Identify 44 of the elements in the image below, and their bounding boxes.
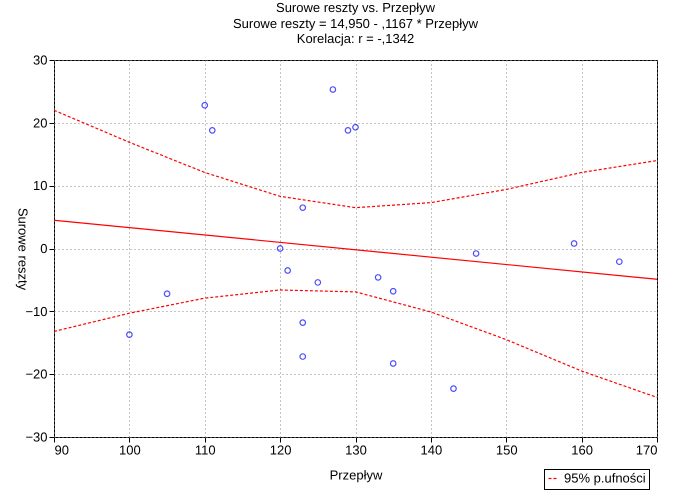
x-tick-label: 130 [345,442,367,458]
point [299,319,306,326]
point [374,274,382,281]
point [330,86,336,93]
line-series [54,110,657,208]
point [450,385,457,392]
y-tick-label: 30 [33,52,48,68]
y-tick-label: −10 [25,304,48,319]
y-tick-label: 20 [33,115,48,130]
point [472,250,480,257]
point [390,288,397,295]
point [284,267,291,274]
point [299,204,306,211]
chart-subtitle: Surowe reszty = 14,950 - ,1167 * Przepływ [232,16,479,31]
x-tick-label: 170 [636,442,658,458]
y-tick-label: 0 [40,241,48,256]
point [616,258,623,266]
point [352,124,359,131]
point [390,360,397,367]
point [314,279,322,286]
point [164,290,170,298]
y-tick-label: −30 [25,430,48,444]
point [208,127,216,134]
point [570,240,578,247]
x-tick-label: 90 [54,442,69,458]
chart-title: Surowe reszty vs. Przepływ [276,0,436,15]
x-tick-label: 120 [270,442,292,458]
point [126,331,133,338]
point [344,127,352,134]
legend-label: 95% p.ufności [564,470,646,486]
text: Korelacja: r = -,1342 [296,31,414,46]
x-tick-label: 110 [194,442,216,458]
x-axis-title: Przepływ [330,468,383,482]
x-tick-label: 150 [496,442,518,458]
point [201,102,208,109]
x-tick-label: 160 [571,442,593,458]
y-tick-label: −20 [25,366,48,382]
x-tick-label: 140 [420,442,442,458]
line-series [54,289,657,398]
x-tick-label: 100 [119,442,141,458]
y-tick-label: 10 [33,178,48,194]
point [299,353,306,360]
y-axis-title: Surowe reszty [15,208,30,291]
point [276,245,284,252]
